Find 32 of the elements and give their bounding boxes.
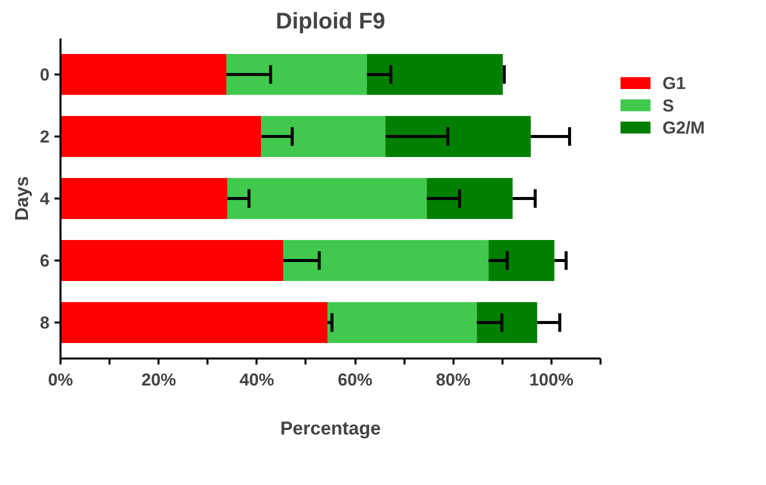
bar: [476, 302, 538, 343]
bar: [60, 302, 328, 343]
x-tick-label: 40%: [240, 370, 274, 390]
y-tick-label: 2: [40, 126, 50, 146]
bar: [60, 54, 226, 95]
chart-title: Diploid F9: [276, 8, 386, 34]
y-tick-label: 6: [40, 250, 50, 271]
x-tick-label: 0%: [48, 370, 74, 390]
bar: [60, 116, 262, 157]
x-tick-label: 60%: [338, 370, 372, 390]
bar: [60, 178, 228, 219]
y-tick-label: 0: [40, 64, 50, 84]
x-tick-label: 80%: [436, 370, 471, 390]
x-tick-label: 20%: [141, 370, 176, 390]
bar: [488, 240, 554, 281]
bar: [283, 240, 489, 281]
bar: [328, 302, 477, 343]
bar: [366, 54, 503, 95]
legend-label: S: [662, 95, 674, 116]
bar: [60, 240, 284, 281]
bar: [226, 54, 367, 95]
x-axis-title: Percentage: [280, 418, 381, 438]
bar: [261, 116, 386, 157]
legend-label: G1: [662, 73, 686, 94]
bar: [385, 116, 531, 157]
bar: [227, 178, 427, 219]
legend-label: G2/M: [662, 118, 705, 138]
bar: [426, 178, 513, 219]
y-axis-title: Days: [10, 176, 32, 221]
y-tick-label: 8: [40, 312, 50, 333]
x-tick-label: 100%: [529, 370, 574, 390]
y-tick-label: 4: [40, 188, 50, 208]
